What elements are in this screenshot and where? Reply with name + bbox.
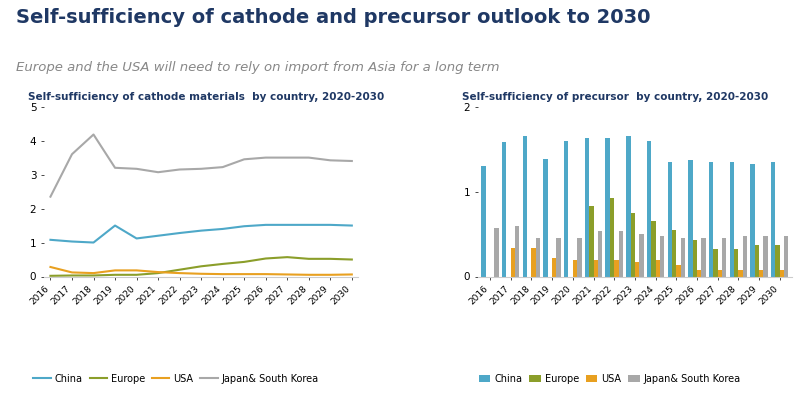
Bar [784,236,788,276]
Bar [522,136,527,276]
Bar [718,270,722,276]
Bar [693,240,697,276]
Bar [626,136,630,276]
Text: Self-sufficiency of cathode and precursor outlook to 2030: Self-sufficiency of cathode and precurso… [16,8,650,27]
Bar [709,162,714,276]
Bar [779,270,784,276]
Bar [557,238,561,276]
Bar [635,262,639,276]
Bar [618,231,623,276]
Bar [688,160,693,276]
Bar [775,245,779,276]
Bar [639,234,643,276]
Bar [655,260,660,276]
Bar [614,260,618,276]
Bar [536,238,540,276]
Bar [573,260,577,276]
Bar [763,236,768,276]
Bar [681,238,685,276]
Bar [543,159,548,276]
Bar [630,213,635,276]
Bar [714,249,718,276]
Bar [502,142,506,276]
Bar [564,141,569,276]
Text: Europe and the USA will need to rely on import from Asia for a long term: Europe and the USA will need to rely on … [16,61,499,74]
Bar [722,238,726,276]
Bar [651,221,655,276]
Bar [771,162,775,276]
Bar [598,231,602,276]
Bar [606,138,610,276]
Bar [759,270,763,276]
Bar [660,236,664,276]
Bar [510,248,515,276]
Legend: China, Europe, USA, Japan& South Korea: China, Europe, USA, Japan& South Korea [475,370,745,387]
Text: Self-sufficiency of cathode materials  by country, 2020-2030: Self-sufficiency of cathode materials by… [28,92,385,102]
Bar [552,258,557,276]
Bar [594,260,598,276]
Bar [676,265,681,276]
Bar [589,206,594,276]
Bar [742,236,747,276]
Bar [531,248,536,276]
Bar [702,238,706,276]
Bar [482,166,486,276]
Bar [647,141,651,276]
Bar [585,138,589,276]
Bar [750,164,754,276]
Text: Self-sufficiency of precursor  by country, 2020-2030: Self-sufficiency of precursor by country… [462,92,768,102]
Legend: China, Europe, USA, Japan& South Korea: China, Europe, USA, Japan& South Korea [30,370,322,387]
Bar [515,226,519,276]
Bar [610,198,614,276]
Bar [577,238,582,276]
Bar [734,249,738,276]
Bar [730,162,734,276]
Bar [754,245,759,276]
Bar [672,230,676,276]
Bar [738,270,742,276]
Bar [697,270,702,276]
Bar [494,228,499,276]
Bar [667,162,672,276]
